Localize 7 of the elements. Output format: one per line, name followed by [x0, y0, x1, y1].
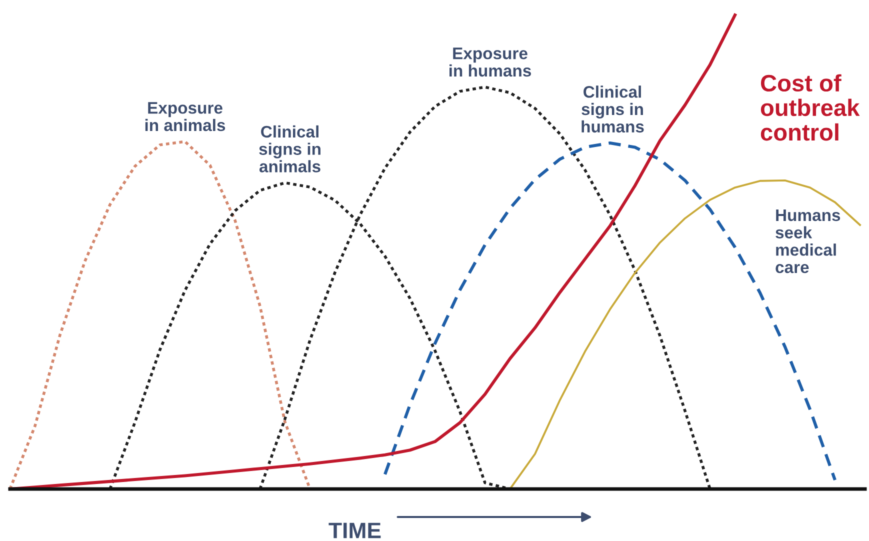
series-label: Clinical signs in humans	[582, 86, 644, 133]
series-label: Humans seek medical care	[776, 209, 840, 274]
text: Cost of outbreak control	[760, 74, 860, 141]
series-label: Clinical signs in animals	[259, 125, 320, 172]
series-label: Exposure in humans	[449, 48, 531, 77]
x-axis-title: TIME	[328, 522, 381, 538]
series-label: Exposure in animals	[145, 102, 226, 132]
